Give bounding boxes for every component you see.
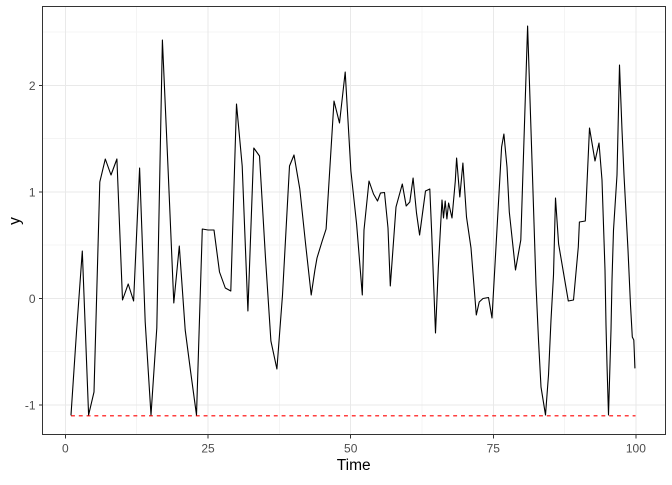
- svg-text:25: 25: [201, 442, 215, 456]
- svg-text:2: 2: [29, 79, 36, 93]
- svg-text:Time: Time: [337, 457, 371, 474]
- svg-text:100: 100: [626, 442, 646, 456]
- svg-text:0: 0: [62, 442, 69, 456]
- svg-text:y: y: [7, 217, 24, 225]
- svg-text:0: 0: [29, 292, 36, 306]
- svg-text:50: 50: [344, 442, 358, 456]
- svg-text:1: 1: [29, 185, 36, 199]
- svg-text:75: 75: [487, 442, 501, 456]
- svg-text:-1: -1: [25, 399, 36, 413]
